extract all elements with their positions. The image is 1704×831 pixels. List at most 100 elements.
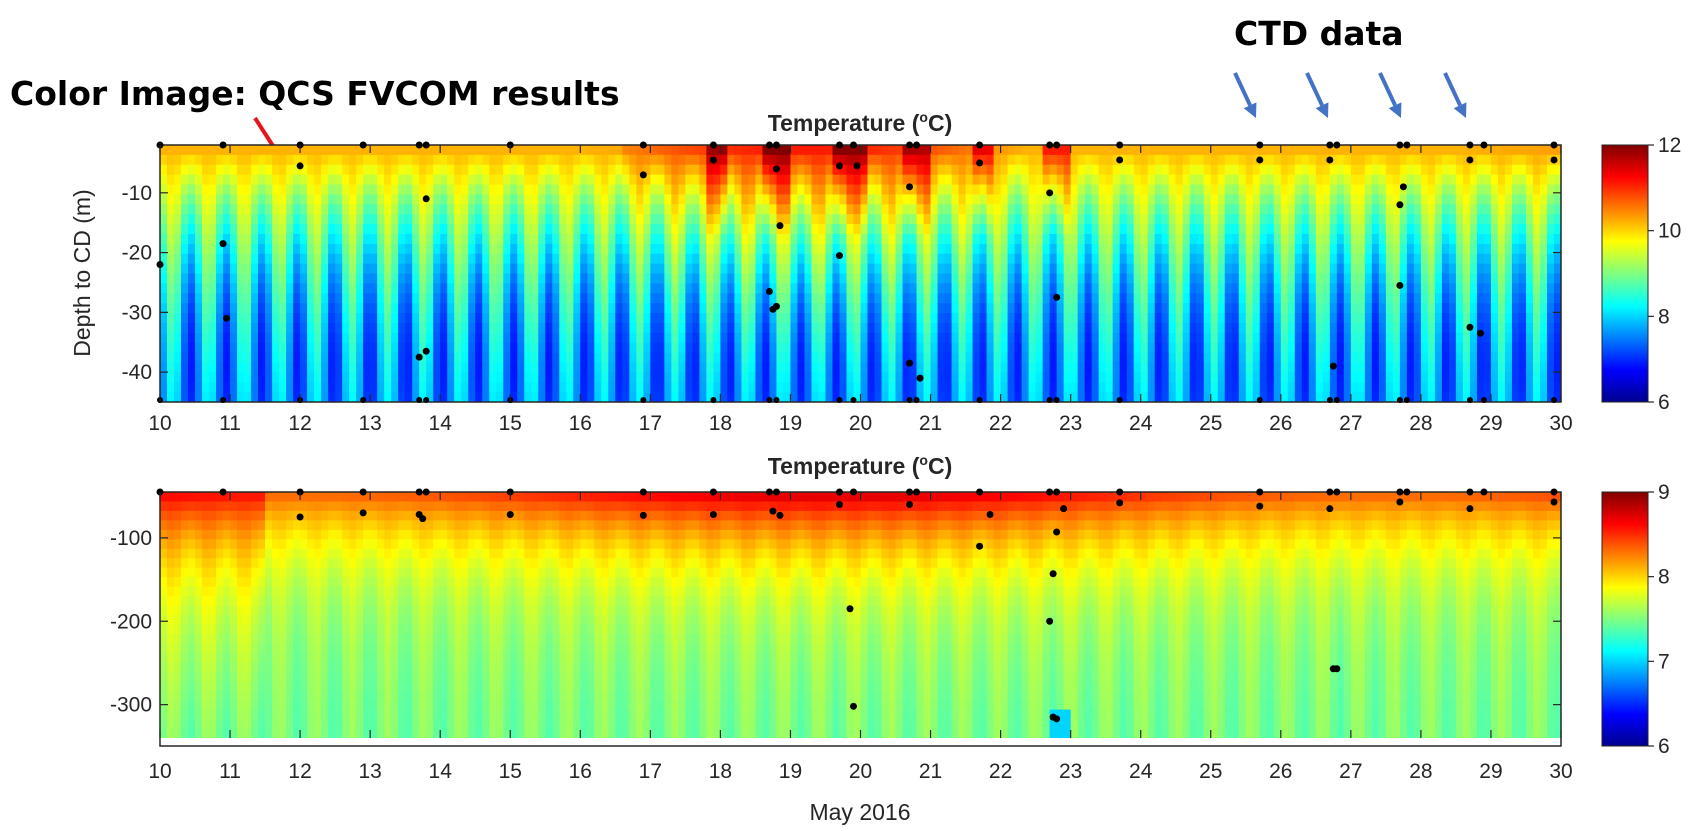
- ctd-point: [976, 159, 984, 167]
- ctd-cast-surface: [765, 488, 773, 496]
- ctd-cast-bottom: [850, 397, 857, 403]
- ctd-point: [1326, 156, 1334, 164]
- y-tick-label: -10: [122, 182, 152, 205]
- colorbar-tick-label: 6: [1658, 735, 1670, 758]
- y-tick-label: -100: [110, 527, 152, 550]
- x-tick-label: 19: [779, 412, 802, 435]
- colorbar-tick-label: 7: [1658, 650, 1670, 673]
- x-tick-label: 29: [1479, 760, 1502, 783]
- top-x-ticks: 10 11 12 13 14 15 16 17 18 19 20 21 22 23 24 25 26 27 28 29…: [148, 145, 1573, 435]
- ctd-cast-surface: [1333, 488, 1341, 496]
- ctd-cast-bottom: [1116, 397, 1123, 403]
- ctd-cast-bottom: [416, 397, 423, 403]
- top-y-ticks: -10 -20 -30 -40: [122, 182, 1561, 384]
- x-tick-label: 14: [429, 412, 453, 435]
- x-tick-label: 30: [1549, 760, 1572, 783]
- x-tick-label: 30: [1549, 412, 1572, 435]
- top-heatmap: [160, 145, 1561, 402]
- x-tick-label: 16: [569, 760, 592, 783]
- ctd-cast-bottom: [360, 397, 367, 403]
- ctd-cast-bottom: [1550, 397, 1557, 403]
- ctd-cast-surface: [1403, 141, 1411, 149]
- ctd-cast-bottom: [1466, 397, 1473, 403]
- ctd-cast-surface: [639, 141, 647, 149]
- ctd-point: [1053, 715, 1061, 723]
- ctd-point: [1046, 189, 1054, 197]
- right-annotation: CTD data: [1234, 14, 1404, 53]
- x-tick-label: 16: [569, 412, 592, 435]
- ctd-point: [1396, 201, 1404, 209]
- ctd-cast-surface: [1116, 488, 1124, 496]
- ctd-point: [765, 287, 773, 295]
- ctd-point: [1333, 665, 1341, 673]
- top-ctd-casts: [156, 141, 1558, 403]
- x-tick-label: 25: [1199, 412, 1222, 435]
- ctd-point: [835, 162, 843, 170]
- ctd-point: [422, 347, 430, 355]
- ctd-cast-surface: [1396, 141, 1404, 149]
- ctd-cast-surface: [772, 488, 780, 496]
- bottom-ctd-points: [296, 498, 1558, 723]
- ctd-point: [223, 314, 231, 322]
- ctd-point: [1256, 156, 1264, 164]
- ctd-cast-surface: [359, 488, 367, 496]
- bottom-ctd-casts: [156, 488, 1558, 496]
- x-tick-label: 22: [989, 412, 1012, 435]
- x-tick-label: 28: [1409, 760, 1432, 783]
- bottom-heatmap: [160, 492, 1561, 738]
- ctd-point: [1116, 156, 1124, 164]
- y-tick-label: -200: [110, 610, 152, 633]
- ctd-cast-bottom: [1396, 397, 1403, 403]
- colorbar-tick-label: 12: [1658, 134, 1681, 157]
- x-tick-label: 24: [1129, 412, 1153, 435]
- ctd-cast-surface: [415, 141, 423, 149]
- ctd-cast-bottom: [1046, 397, 1053, 403]
- ctd-point: [846, 605, 854, 613]
- ctd-cast-surface: [1396, 488, 1404, 496]
- x-tick-label: 15: [499, 412, 522, 435]
- ctd-cast-surface: [219, 141, 227, 149]
- ctd-cast-bottom: [1333, 397, 1340, 403]
- ctd-cast-surface: [1256, 141, 1264, 149]
- ctd-cast-surface: [1046, 141, 1054, 149]
- ctd-cast-surface: [1466, 141, 1474, 149]
- ctd-cast-surface: [1326, 488, 1334, 496]
- x-tick-label: 20: [849, 760, 872, 783]
- ctd-point: [1476, 329, 1484, 337]
- ctd-cast-bottom: [710, 397, 717, 403]
- x-axis-label: May 2016: [809, 799, 910, 825]
- top-y-axis-label: Depth to CD (m): [69, 189, 95, 356]
- bottom-colorbar-ticks: 6 7 8 9: [1648, 481, 1670, 758]
- ctd-point: [1396, 498, 1404, 506]
- ctd-point: [1116, 499, 1124, 507]
- annotation-arrow: [1443, 72, 1467, 118]
- ctd-cast-bottom: [640, 397, 647, 403]
- ctd-cast-surface: [1053, 141, 1061, 149]
- ctd-cast-surface: [415, 488, 423, 496]
- y-tick-label: -30: [122, 301, 152, 324]
- ctd-point: [1326, 505, 1334, 513]
- bottom-x-ticks: 10 11 12 13 14 15 16 17 18 19 20 21 22 23 24 25 26 27 28 29…: [148, 492, 1573, 783]
- x-tick-label: 27: [1339, 412, 1362, 435]
- ctd-cast-bottom: [773, 397, 780, 403]
- ctd-point: [1256, 502, 1264, 510]
- ctd-point: [1053, 528, 1061, 536]
- x-tick-label: 23: [1059, 760, 1082, 783]
- ctd-point: [986, 511, 994, 519]
- ctd-cast-surface: [709, 141, 717, 149]
- ctd-cast-bottom: [1326, 397, 1333, 403]
- x-tick-label: 15: [499, 760, 522, 783]
- x-tick-label: 14: [429, 760, 453, 783]
- ctd-point: [415, 353, 423, 361]
- ctd-point: [1550, 156, 1558, 164]
- ctd-point: [1053, 293, 1061, 301]
- ctd-point: [772, 302, 780, 310]
- ctd-cast-surface: [835, 141, 843, 149]
- ctd-point: [296, 513, 304, 521]
- ctd-point: [709, 156, 717, 164]
- x-tick-label: 10: [148, 760, 171, 783]
- ctd-point: [1550, 498, 1558, 506]
- top-panel: Temperature (oC) 10 11 12 13 14 15 16 17 18 19 20 2…: [69, 109, 1681, 435]
- ctd-point: [639, 171, 647, 179]
